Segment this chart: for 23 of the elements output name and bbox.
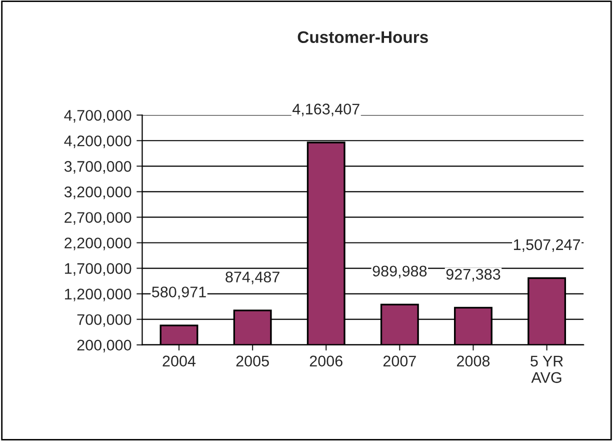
x-tick-label: 2006: [310, 356, 342, 366]
x-tick-label: 5 YR AVG: [530, 356, 563, 383]
y-tick-label: 2,700,000: [64, 212, 132, 225]
y-tick-label: 700,000: [77, 314, 132, 327]
data-label: 1,507,247: [514, 239, 580, 252]
x-tick-label: 2008: [457, 356, 490, 366]
data-label: 874,487: [226, 272, 280, 284]
y-tick-label: 3,200,000: [64, 186, 132, 200]
y-tick-label: 3,700,000: [64, 161, 132, 174]
data-label: 927,383: [446, 268, 500, 282]
y-tick-label: 200,000: [77, 340, 132, 352]
chart-title: Customer-Hours: [298, 31, 428, 44]
x-tick-label: 2007: [383, 356, 416, 366]
y-tick-label: 4,200,000: [64, 136, 132, 148]
x-tick-label: 2005: [236, 356, 269, 366]
data-label: 580,971: [152, 286, 206, 300]
y-tick-label: 1,200,000: [65, 288, 132, 302]
data-label: 4,163,407: [292, 104, 360, 116]
x-tick-label: 2004: [162, 356, 196, 366]
y-tick-label: 4,700,000: [64, 110, 132, 123]
y-tick-label: 2,200,000: [64, 238, 132, 250]
data-label: 989,988: [372, 266, 427, 278]
y-tick-label: 1,700,000: [65, 263, 132, 276]
